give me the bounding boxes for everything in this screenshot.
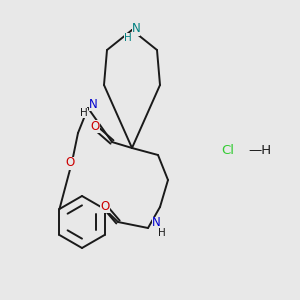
Text: —H: —H [248,143,271,157]
Text: O: O [90,119,100,133]
Text: N: N [88,98,98,110]
Text: Cl: Cl [221,143,235,157]
Text: O: O [100,200,109,212]
Text: H: H [124,33,132,43]
Text: O: O [65,157,75,169]
Text: H: H [80,108,88,118]
Text: N: N [152,217,160,230]
Text: N: N [132,22,140,35]
Text: H: H [158,228,166,238]
